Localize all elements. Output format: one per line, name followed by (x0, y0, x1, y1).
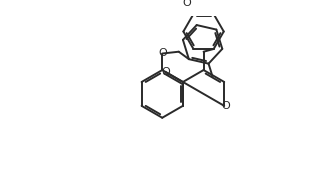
Text: O: O (222, 101, 230, 111)
Text: O: O (159, 48, 168, 58)
Text: O: O (161, 67, 170, 77)
Text: O: O (183, 0, 191, 8)
